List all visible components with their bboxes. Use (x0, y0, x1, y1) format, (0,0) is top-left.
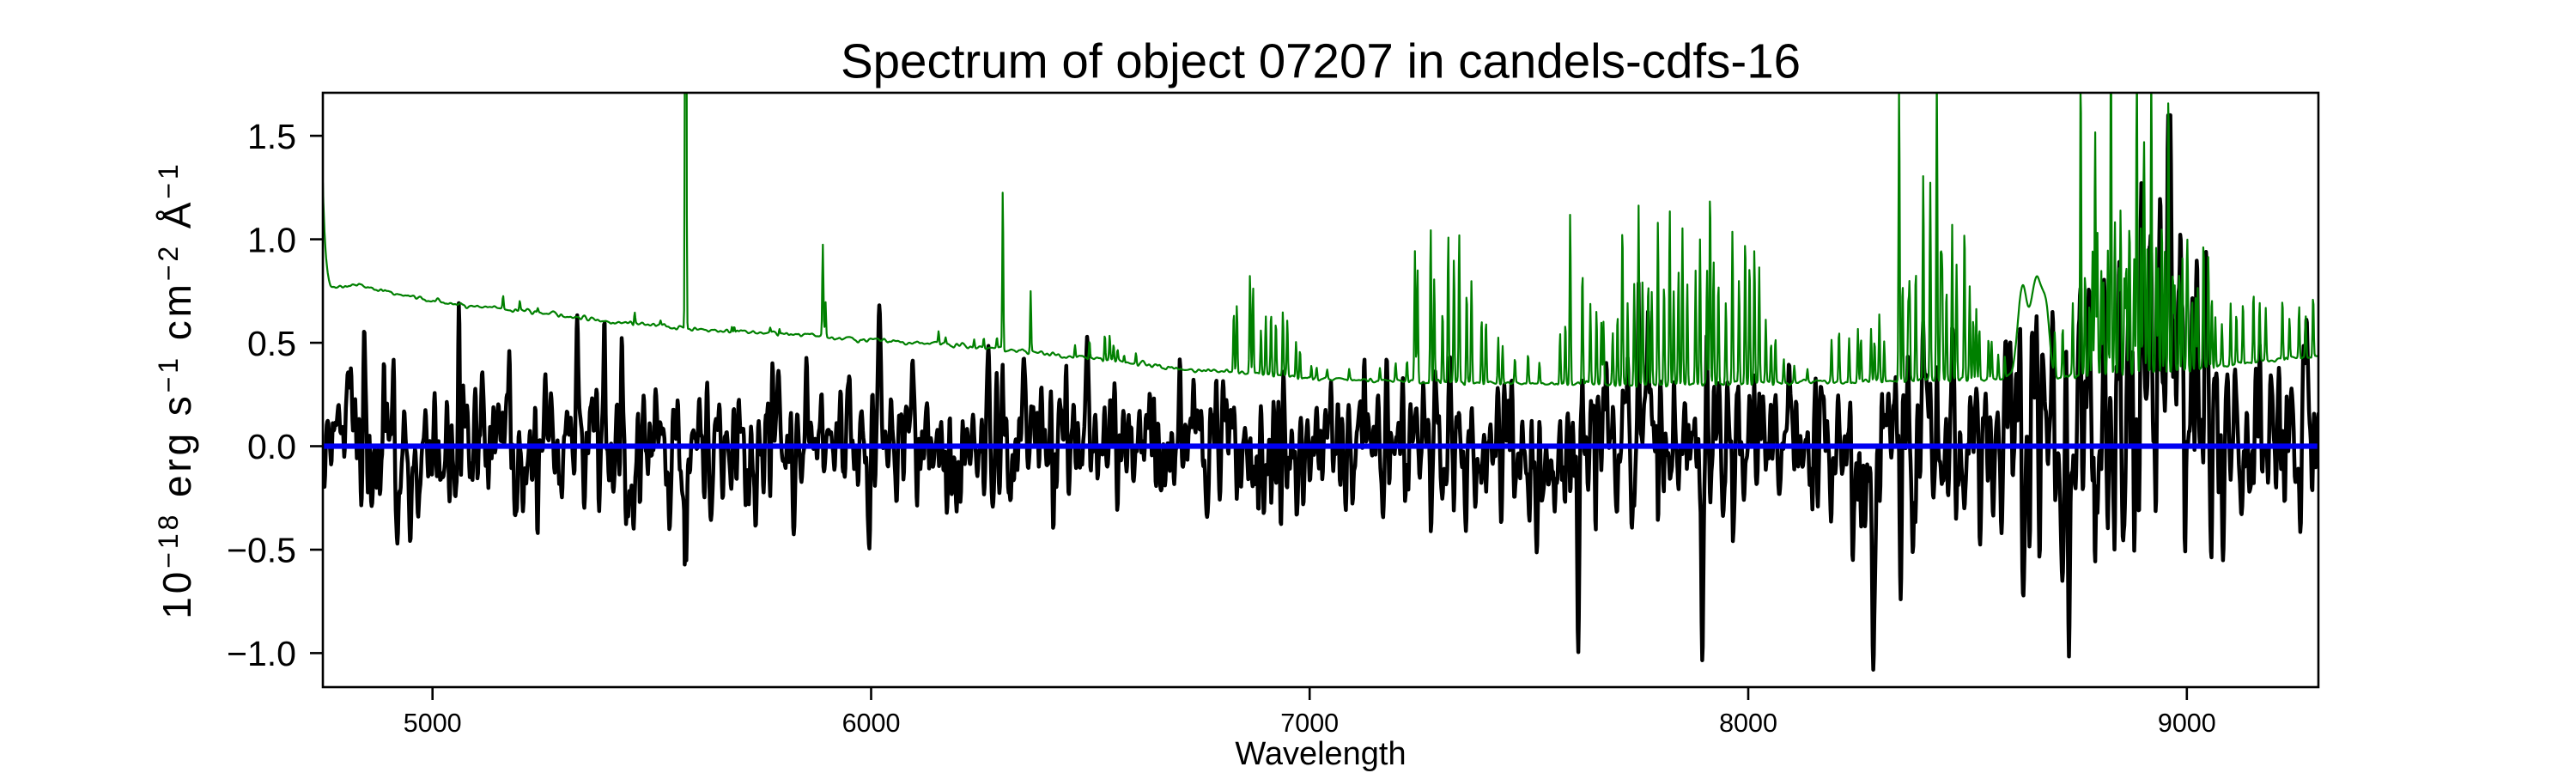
svg-text:Spectrum of object 07207 in ca: Spectrum of object 07207 in candels-cdfs… (841, 34, 1801, 88)
svg-text:Wavelength: Wavelength (1235, 736, 1406, 772)
svg-text:8000: 8000 (1719, 709, 1777, 738)
svg-text:0.0: 0.0 (247, 427, 296, 466)
svg-text:5000: 5000 (404, 709, 462, 738)
svg-text:9000: 9000 (2158, 709, 2216, 738)
svg-text:10−18 erg s−1 cm−2 Å−1: 10−18 erg s−1 cm−2 Å−1 (153, 161, 199, 618)
svg-text:7000: 7000 (1280, 709, 1339, 738)
svg-text:1.0: 1.0 (247, 220, 296, 259)
svg-text:−1.0: −1.0 (227, 634, 296, 673)
svg-text:−0.5: −0.5 (227, 531, 296, 570)
svg-text:6000: 6000 (842, 709, 901, 738)
svg-text:0.5: 0.5 (247, 324, 296, 363)
svg-text:1.5: 1.5 (247, 117, 296, 156)
